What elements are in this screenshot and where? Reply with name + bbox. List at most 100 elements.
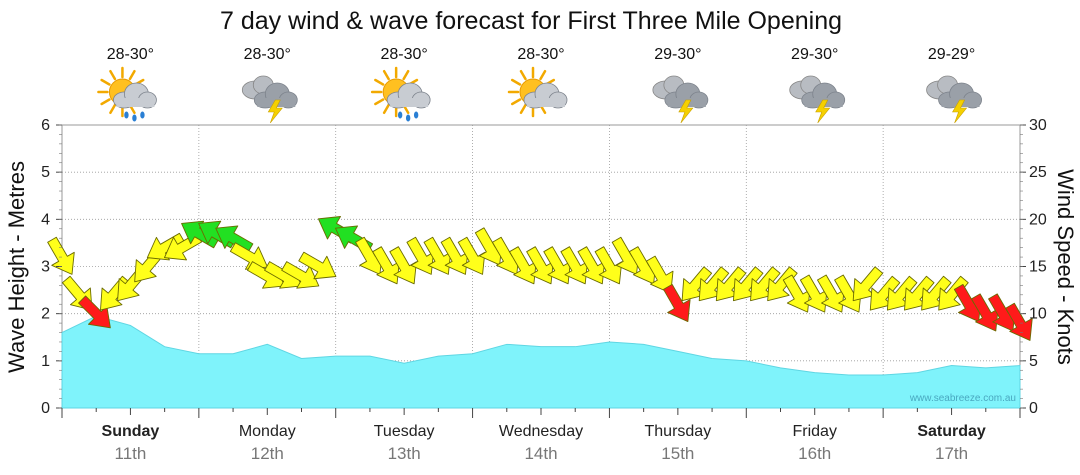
wind-arrow [869, 275, 901, 311]
day-date-label: 17th [935, 444, 968, 463]
wind-arrow [904, 275, 935, 311]
storm-cloud-icon [789, 75, 846, 124]
day-name-label: Monday [239, 423, 296, 440]
day-temperature-label: 28-30° [107, 46, 154, 63]
rain-drop [413, 111, 419, 119]
day-name-label: Saturday [917, 423, 986, 440]
wind-arrow [372, 246, 400, 285]
wind-arrow [782, 274, 811, 313]
right-tick-label: 25 [1029, 164, 1047, 181]
day-temperature-label: 28-30° [517, 46, 564, 63]
left-tick-label: 3 [41, 259, 50, 276]
wind-arrow-shape [509, 246, 537, 285]
wind-arrow [971, 293, 999, 332]
wind-arrow-shape [799, 274, 828, 313]
cloud [523, 82, 568, 109]
wind-arrow [750, 266, 781, 302]
rain-drop [124, 111, 129, 119]
lightning-bolt [952, 99, 968, 124]
right-tick-label: 0 [1029, 400, 1038, 417]
wind-arrow-shape [750, 266, 781, 302]
wind-arrow-shape [406, 236, 434, 275]
storm-cloud-icon [652, 75, 709, 124]
sun-ray [374, 98, 385, 106]
day-name-label: Tuesday [374, 423, 435, 440]
wind-arrow [921, 275, 952, 311]
wind-arrow-shape [715, 266, 747, 302]
cloud [113, 82, 157, 109]
wind-arrow-shape [47, 236, 75, 275]
day-date-label: 13th [388, 444, 421, 463]
day-temperature-label: 29-29° [928, 46, 975, 63]
chart-title: 7 day wind & wave forecast for First Thr… [220, 7, 842, 35]
wind-arrow [47, 236, 75, 275]
wind-arrow-shape [852, 266, 884, 302]
rain-drop [397, 111, 403, 119]
wave-height-area [61, 315, 1021, 409]
wind-arrow [645, 255, 674, 294]
day-name-label: Wednesday [499, 423, 583, 440]
sun-rain-cloud-icon [370, 66, 431, 122]
wind-arrow [698, 266, 730, 302]
right-tick-label: 10 [1029, 306, 1047, 323]
day-temperature-label: 29-30° [791, 46, 838, 63]
wind-arrow [767, 266, 798, 302]
rain-drop [132, 114, 137, 122]
wind-arrow [663, 283, 691, 323]
wind-arrow [1005, 302, 1033, 341]
wind-arrow [938, 275, 969, 311]
right-tick-label: 5 [1029, 353, 1038, 370]
wind-arrow-shape [440, 236, 469, 275]
day-date-label: 14th [524, 444, 557, 463]
weather-icons [97, 66, 982, 124]
wind-arrow-shape [423, 236, 452, 275]
day-date-label: 15th [661, 444, 694, 463]
wind-arrow-shape [817, 274, 845, 313]
wind-arrow [423, 236, 452, 275]
sun-ray [382, 103, 390, 115]
day-name-label: Thursday [645, 423, 712, 440]
left-tick-label: 5 [41, 164, 50, 181]
sun-ray [109, 103, 117, 115]
lightning-bolt [815, 99, 831, 124]
left-tick-label: 4 [41, 211, 50, 228]
wind-arrow [78, 295, 111, 329]
wind-arrow-shape [767, 266, 798, 302]
right-tick-label: 15 [1029, 259, 1047, 276]
wind-arrow-shape [645, 255, 674, 294]
sun-ray [128, 69, 136, 81]
sun-ray [539, 69, 547, 81]
cloud-base [116, 98, 155, 107]
left-tick-label: 6 [41, 117, 50, 134]
wind-arrow-shape [526, 246, 554, 285]
day-temperature-label: 29-30° [654, 46, 701, 63]
wind-arrow-shape [577, 246, 606, 285]
day-date-label: 11th [115, 444, 147, 463]
left-tick-label: 1 [41, 353, 50, 370]
wind-arrow [715, 266, 747, 302]
day-name-label: Sunday [102, 423, 160, 440]
wind-arrow [560, 246, 588, 285]
wind-arrow-shape [698, 266, 730, 302]
day-temperature-label: 28-30° [244, 46, 291, 63]
sun-rain-cloud-icon [97, 66, 157, 122]
cloud-base [527, 98, 565, 107]
day-name-label: Friday [792, 423, 836, 440]
lightning-bolt [678, 99, 694, 124]
wind-arrow-shape [886, 275, 918, 311]
sun-ray [100, 98, 111, 106]
wind-arrow-shape [281, 261, 320, 289]
wind-arrow [799, 274, 828, 313]
left-axis: 0 1 2 3 4 5 6 [41, 117, 62, 417]
wind-arrow [509, 246, 537, 285]
wind-arrow [406, 236, 434, 275]
wind-arrow-shape [78, 295, 111, 329]
wind-arrow-shape [782, 274, 811, 313]
day-date-label: 16th [798, 444, 831, 463]
wind-arrow [817, 274, 845, 313]
storm-cloud-icon [926, 75, 982, 124]
wind-arrow [681, 266, 713, 302]
storm-cloud-icon [241, 75, 298, 124]
wind-arrow-shape [1005, 302, 1033, 341]
